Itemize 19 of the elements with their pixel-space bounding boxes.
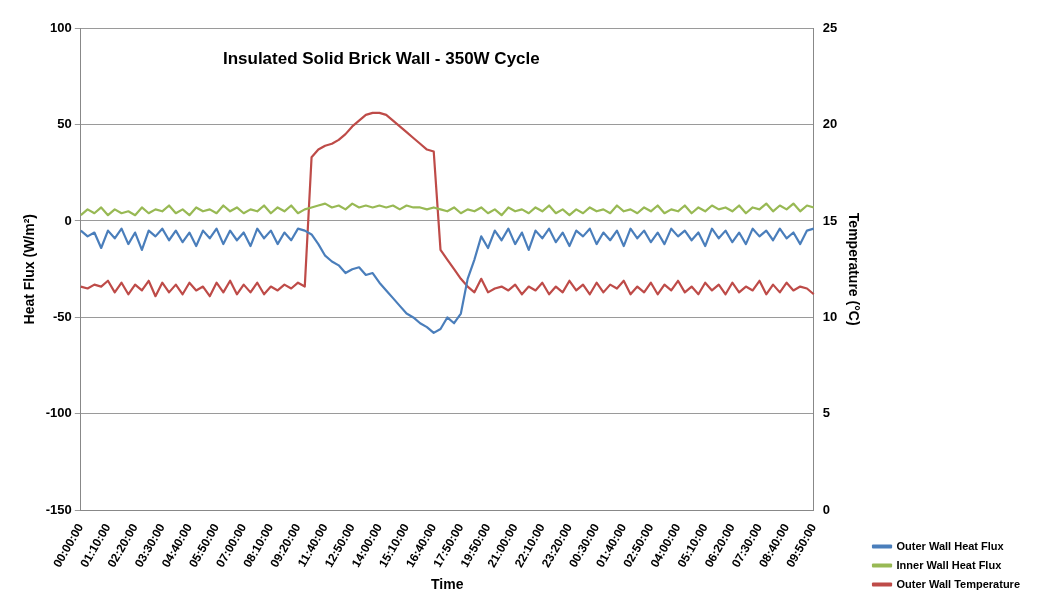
y2-tick-label: 10 <box>822 309 838 325</box>
x-axis-title: Time <box>431 576 464 593</box>
legend-label: Outer Wall Temperature <box>896 577 1021 590</box>
y-tick-label: -50 <box>53 309 72 325</box>
legend-label: Outer Wall Heat Flux <box>896 539 1005 552</box>
y2-axis-title: Temperature (°C) <box>845 212 862 326</box>
text: Insulated Solid Brick Wall - 350W Cycle <box>222 49 540 68</box>
y-tick-label: 50 <box>57 116 72 132</box>
y2-tick-label: 5 <box>822 405 830 421</box>
y2-tick-label: 0 <box>822 501 830 517</box>
y-axis-title: Heat Flux (W/m²) <box>21 213 38 325</box>
y-tick-label: 0 <box>64 212 72 228</box>
y-tick-label: 100 <box>50 19 72 35</box>
y2-tick-label: 25 <box>822 19 838 35</box>
legend-label: Inner Wall Heat Flux <box>896 558 1003 571</box>
y-tick-label: -100 <box>45 405 72 421</box>
y2-tick-label: 15 <box>822 212 838 228</box>
y2-tick-label: 20 <box>822 116 838 132</box>
y-tick-label: -150 <box>45 501 72 517</box>
